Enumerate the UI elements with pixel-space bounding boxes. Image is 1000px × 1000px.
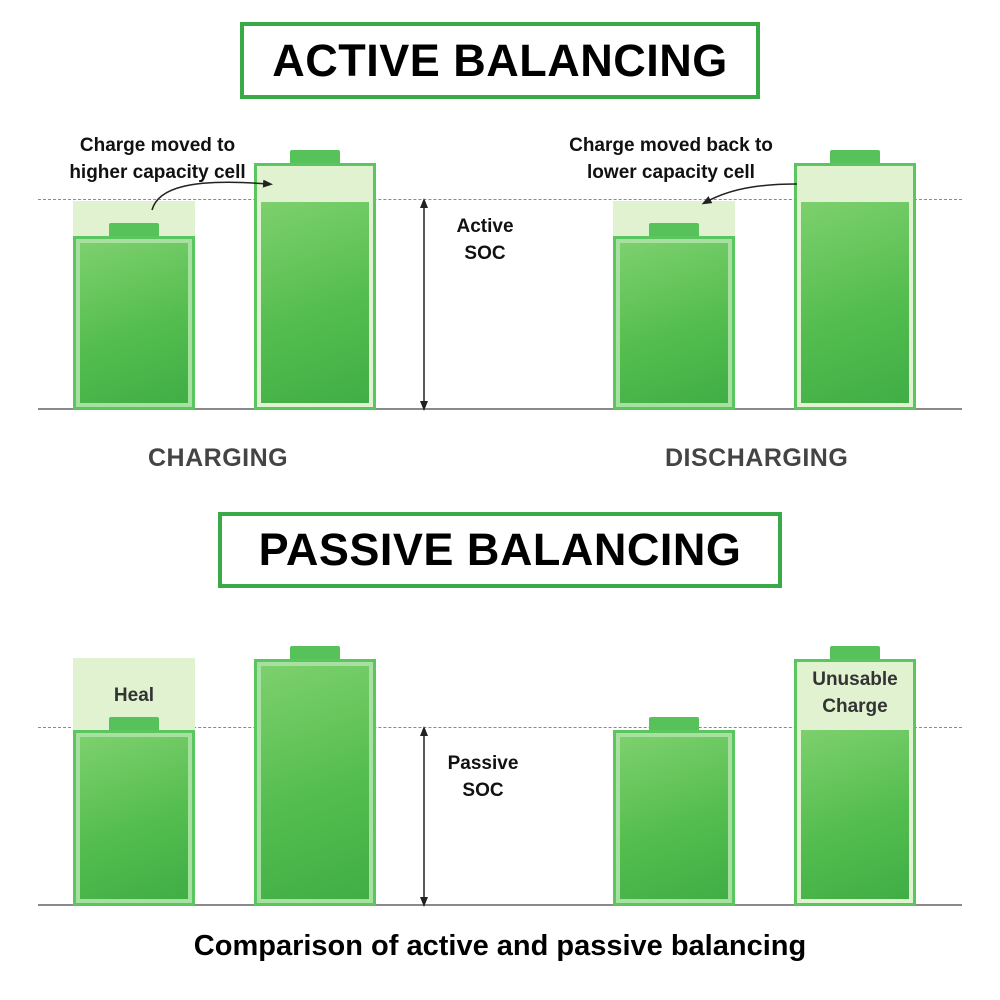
- heal-large-battery: [254, 646, 376, 906]
- unusable-charge-label-line-2: Charge: [822, 696, 888, 717]
- charging-label: CHARGING: [148, 444, 289, 472]
- heal-small-battery: [73, 717, 195, 906]
- unusable-charge-label-line-1: Unusable: [812, 669, 898, 690]
- active-reference-line: [38, 199, 962, 200]
- discharging-note-line-1: Charge moved back to: [569, 135, 773, 156]
- discharging-large-battery: [794, 150, 916, 410]
- discharging-note-arrow: [701, 183, 798, 205]
- passive-soc-label-line-1: Passive: [447, 753, 519, 774]
- passive-soc-label-line-2: SOC: [462, 780, 504, 801]
- charging-note-arrow: [151, 179, 273, 211]
- discharging-label: DISCHARGING: [665, 444, 849, 472]
- active-balancing-title-text: ACTIVE BALANCING: [272, 34, 728, 86]
- discharging-note-line-2: lower capacity cell: [587, 162, 755, 183]
- active-ground-line: [38, 408, 962, 410]
- charging-note-line-1: Charge moved to: [79, 135, 236, 156]
- active-soc-label-line-2: SOC: [464, 243, 506, 264]
- heal-label: Heal: [113, 685, 155, 706]
- active-soc-label-line-1: Active: [456, 216, 514, 237]
- figure-caption: Comparison of active and passive balanci…: [193, 930, 807, 962]
- charging-note: Charge moved to higher capacity cell: [30, 132, 285, 186]
- charging-small-battery: [73, 223, 195, 410]
- discharging-small-battery: [613, 223, 735, 410]
- passive-reference-line: [38, 727, 962, 728]
- charging-note-line-2: higher capacity cell: [69, 162, 246, 183]
- unusable-small-battery: [613, 717, 735, 906]
- passive-balancing-title: PASSIVE BALANCING: [218, 512, 782, 588]
- passive-balancing-title-text: PASSIVE BALANCING: [258, 524, 742, 575]
- active-soc-label: Active SOC: [440, 213, 530, 267]
- charging-large-battery: [254, 150, 376, 410]
- active-balancing-title: ACTIVE BALANCING: [240, 22, 760, 99]
- unusable-large-battery: [794, 646, 916, 906]
- discharging-note: Charge moved back to lower capacity cell: [540, 132, 802, 186]
- unusable-charge-label: Unusable Charge: [794, 666, 916, 720]
- passive-soc-label: Passive SOC: [430, 750, 536, 804]
- passive-ground-line: [38, 904, 962, 906]
